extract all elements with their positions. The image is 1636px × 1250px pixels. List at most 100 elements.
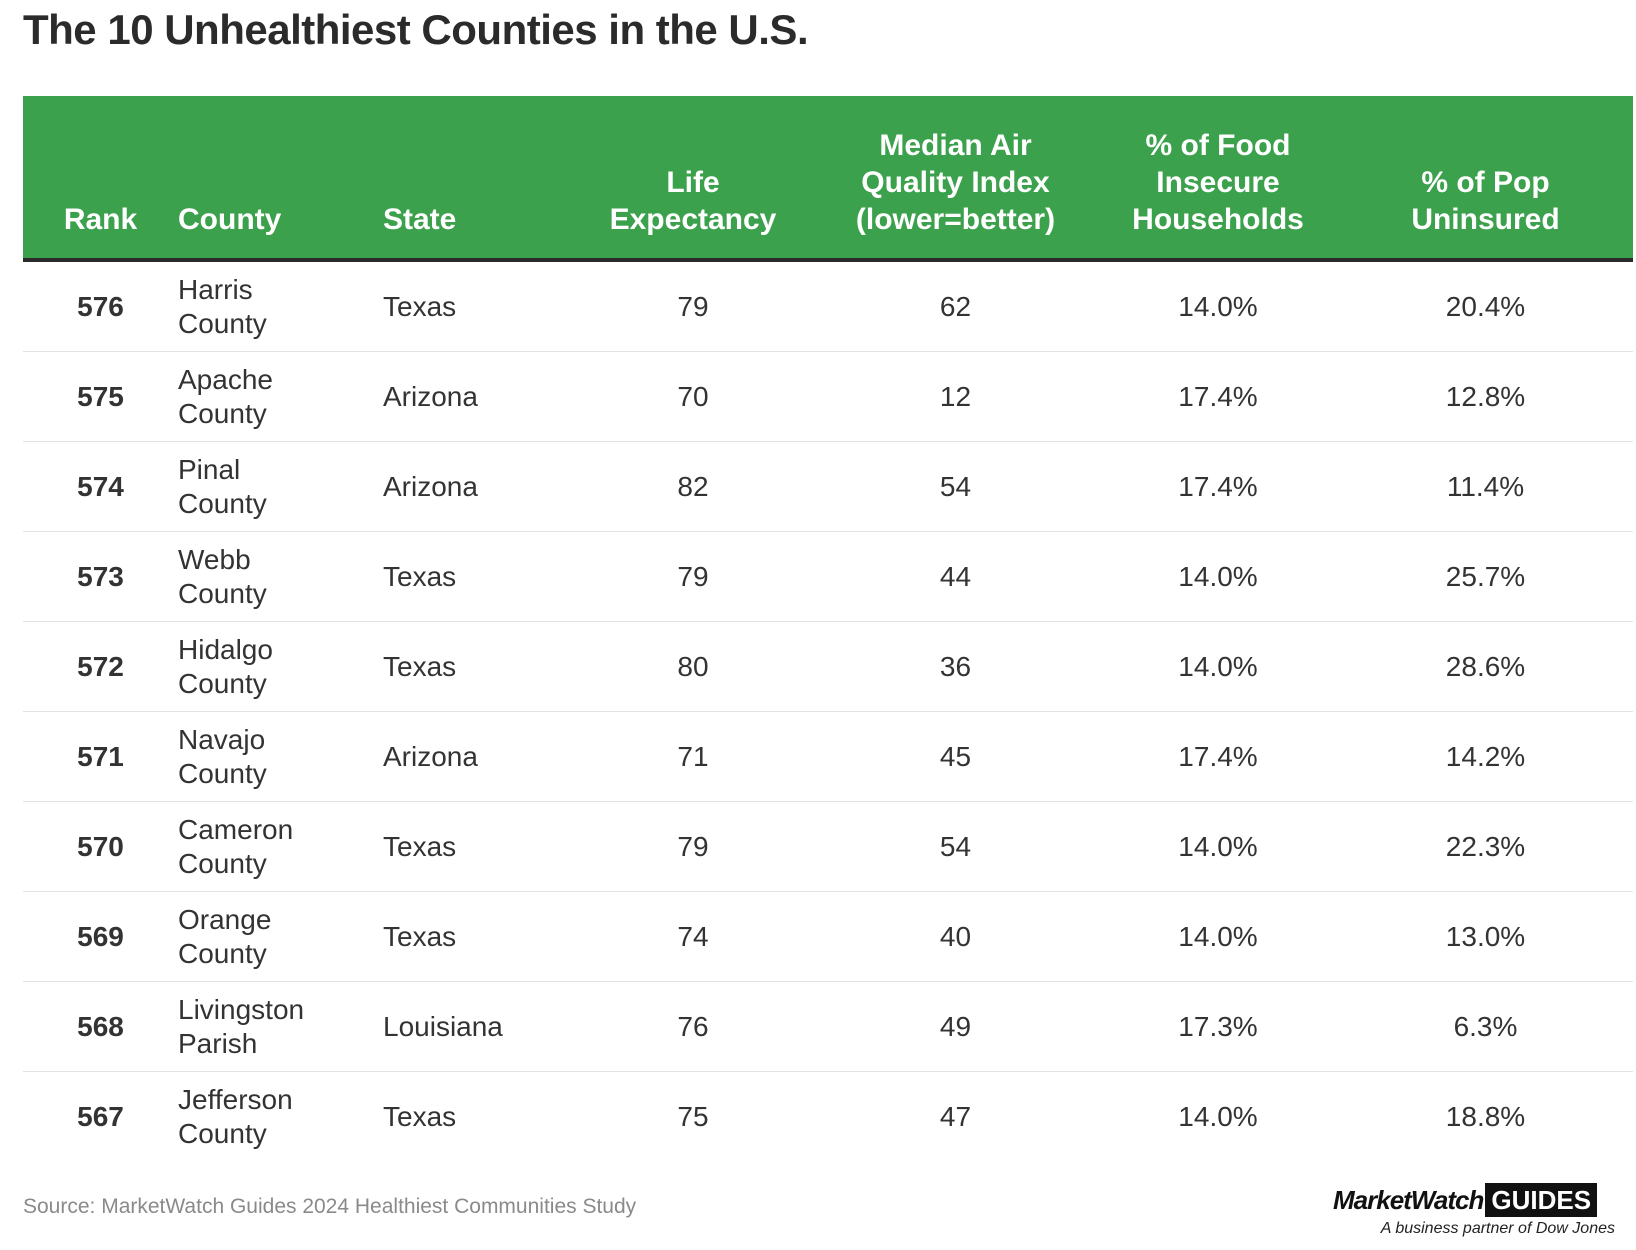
cell-county: Pinal County [178, 441, 383, 532]
table-row: 567 Jefferson County Texas 75 47 14.0% 18… [23, 1072, 1633, 1162]
county-line-2: Parish [178, 1027, 258, 1059]
header-county[interactable]: County [178, 96, 383, 262]
county-line-1: Hidalgo [178, 633, 273, 665]
cell-life-expectancy: 79 [573, 801, 813, 892]
cell-air-quality: 12 [813, 351, 1098, 442]
table-row: 576 Harris County Texas 79 62 14.0% 20.4% [23, 260, 1633, 352]
cell-uninsured: 22.3% [1338, 801, 1633, 892]
cell-life-expectancy: 76 [573, 981, 813, 1072]
header-county-label: County [178, 203, 282, 236]
table-row: 569 Orange County Texas 74 40 14.0% 13.0% [23, 891, 1633, 982]
header-food-line-1: % of Food [1145, 129, 1291, 162]
header-food-insecure[interactable]: % of Food Insecure Households [1098, 96, 1338, 262]
cell-state: Louisiana [383, 981, 573, 1072]
county-line-2: County [178, 307, 267, 339]
cell-state: Texas [383, 891, 573, 982]
header-air-line-1: Median Air [879, 129, 1032, 162]
cell-food-insecure: 14.0% [1098, 801, 1338, 892]
table-row: 572 Hidalgo County Texas 80 36 14.0% 28.6… [23, 621, 1633, 712]
cell-rank: 568 [23, 981, 178, 1072]
county-line-1: Webb [178, 543, 251, 575]
cell-state: Texas [383, 801, 573, 892]
header-air-line-2: Quality Index [861, 166, 1050, 199]
county-line-1: Orange [178, 903, 272, 935]
county-line-2: County [178, 667, 267, 699]
cell-air-quality: 36 [813, 621, 1098, 712]
cell-food-insecure: 17.4% [1098, 711, 1338, 802]
header-air-quality[interactable]: Median Air Quality Index (lower=better) [813, 96, 1098, 262]
header-rank[interactable]: Rank [23, 96, 178, 262]
cell-food-insecure: 14.0% [1178, 1100, 1258, 1132]
cell-air-quality: 54 [813, 441, 1098, 532]
header-state-label: State [383, 203, 457, 236]
cell-state: Arizona [383, 711, 573, 802]
source-note: Source: MarketWatch Guides 2024 Healthie… [23, 1195, 637, 1218]
county-line-1: Jefferson [178, 1083, 293, 1115]
cell-county: Cameron County [178, 801, 383, 892]
cell-state: Texas [383, 1100, 457, 1132]
cell-uninsured: 25.7% [1338, 531, 1633, 622]
cell-county: Orange County [178, 891, 383, 982]
county-line-1: Cameron [178, 813, 294, 845]
header-life-expectancy[interactable]: Life Expectancy [573, 96, 813, 262]
cell-food-insecure: 14.0% [1098, 621, 1338, 712]
header-row: Rank County State Life Expectancy Median… [23, 96, 1633, 262]
cell-air-quality: 47 [939, 1100, 972, 1132]
cell-uninsured: 28.6% [1338, 621, 1633, 712]
county-line-1: Livingston [178, 993, 305, 1025]
header-unins-line-1: % of Pop [1421, 166, 1550, 199]
county-line-1: Pinal [178, 453, 241, 485]
table-row: 571 Navajo County Arizona 71 45 17.4% 14.… [23, 711, 1633, 802]
county-line-2: County [178, 487, 267, 519]
header-life-line-2: Expectancy [609, 203, 777, 236]
cell-rank: 573 [23, 531, 178, 622]
cell-uninsured: 12.8% [1338, 351, 1633, 442]
cell-uninsured: 11.4% [1338, 441, 1633, 532]
cell-air-quality: 45 [813, 711, 1098, 802]
cell-county: Webb County [178, 531, 383, 622]
logo-guides-badge: GUIDES [1485, 1183, 1598, 1217]
cell-life-expectancy: 80 [573, 621, 813, 712]
cell-air-quality: 49 [813, 981, 1098, 1072]
data-table: Rank County State Life Expectancy Median… [23, 96, 1633, 1161]
header-food-line-3: Households [1132, 203, 1304, 236]
table-header: Rank County State Life Expectancy Median… [23, 96, 1633, 262]
cell-state: Arizona [383, 441, 573, 532]
cell-county: Livingston Parish [178, 981, 383, 1072]
header-uninsured[interactable]: % of Pop Uninsured [1338, 96, 1633, 262]
cell-air-quality: 44 [813, 531, 1098, 622]
header-food-line-2: Insecure [1156, 166, 1280, 199]
cell-food-insecure: 14.0% [1098, 891, 1338, 982]
table-row: 570 Cameron County Texas 79 54 14.0% 22.3… [23, 801, 1633, 892]
header-state[interactable]: State [383, 96, 573, 262]
chart-title: The 10 Unhealthiest Counties in the U.S. [23, 6, 809, 53]
county-line-2: County [178, 847, 267, 879]
cell-uninsured: 13.0% [1338, 891, 1633, 982]
header-unins-line-2: Uninsured [1411, 203, 1560, 236]
cell-county: Navajo County [178, 711, 383, 802]
cell-state: Texas [383, 531, 573, 622]
county-line-1: Navajo [178, 723, 266, 755]
cell-rank: 575 [23, 351, 178, 442]
data-table-container: Rank County State Life Expectancy Median… [23, 96, 1633, 1161]
table-row: 568 Livingston Parish Louisiana 76 49 17.… [23, 981, 1633, 1072]
table-row: 573 Webb County Texas 79 44 14.0% 25.7% [23, 531, 1633, 622]
county-line-2: County [178, 937, 267, 969]
cell-rank: 574 [23, 441, 178, 532]
cell-food-insecure: 14.0% [1098, 260, 1338, 352]
cell-county: Hidalgo County [178, 621, 383, 712]
cell-life-expectancy: 79 [573, 260, 813, 352]
cell-food-insecure: 14.0% [1098, 531, 1338, 622]
logo-brand-text: MarketWatch [1333, 1184, 1484, 1215]
cell-uninsured: 20.4% [1338, 260, 1633, 352]
cell-rank: 576 [23, 260, 178, 352]
marketwatch-guides-logo: MarketWatch GUIDES A business partner of… [1333, 1183, 1633, 1245]
logo-wordmark: MarketWatch GUIDES [1333, 1183, 1633, 1217]
cell-uninsured: 14.2% [1338, 711, 1633, 802]
header-life-line-1: Life [666, 166, 720, 199]
cell-air-quality: 62 [813, 260, 1098, 352]
cell-rank: 567 [77, 1100, 124, 1132]
county-line-2: County [178, 757, 267, 789]
county-line-2: County [178, 1117, 267, 1149]
cell-rank: 569 [23, 891, 178, 982]
